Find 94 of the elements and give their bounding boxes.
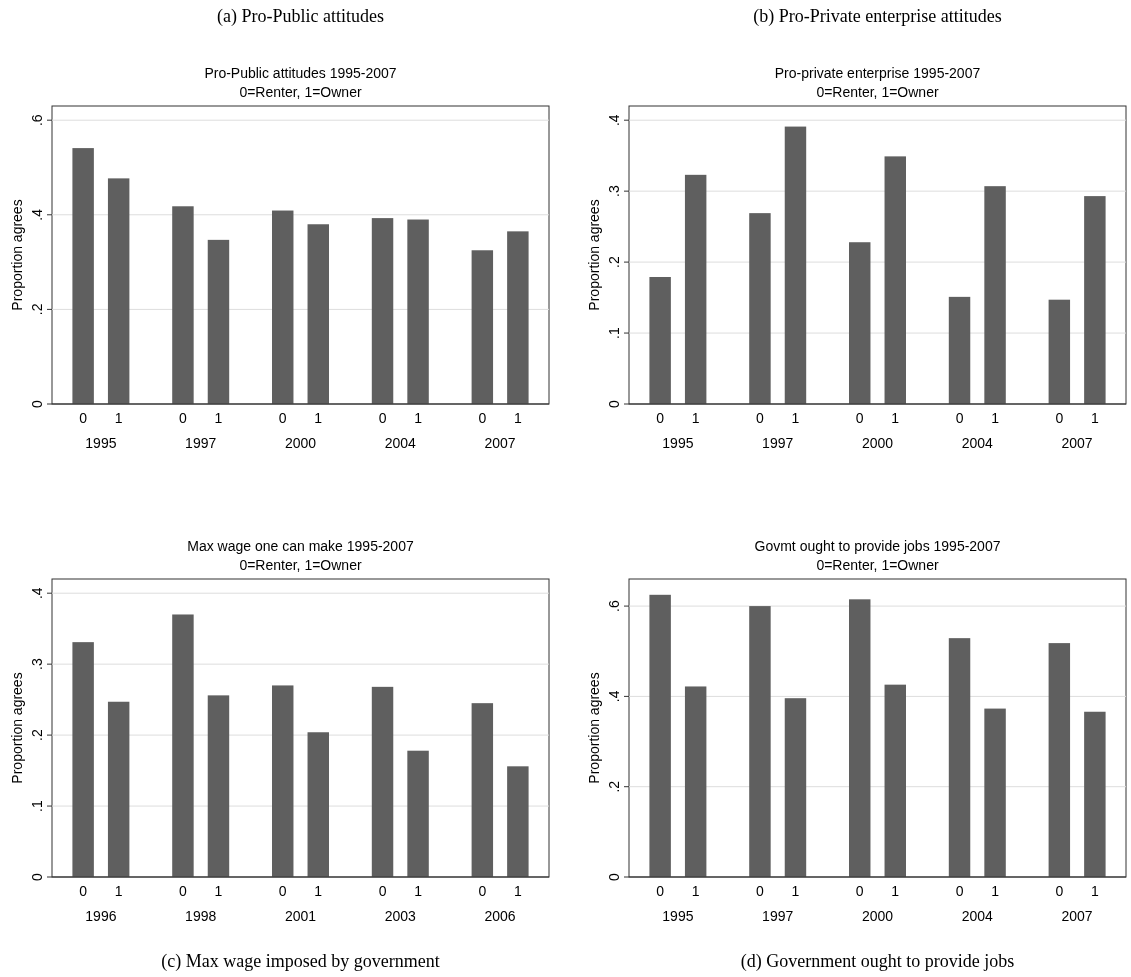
x-tick-label: 1	[691, 883, 700, 899]
text: 2001	[284, 908, 317, 924]
x-tick-label: 0	[79, 883, 88, 899]
text: 1995	[662, 908, 694, 924]
text: (c) Max wage imposed by government	[161, 951, 440, 972]
y-axis-title: Proportion agrees	[586, 672, 602, 784]
x-tick-label: 0	[278, 410, 287, 426]
text: 2006	[484, 908, 516, 924]
x-tick-label: 0	[756, 410, 765, 426]
y-tick-label: .1	[606, 327, 622, 339]
x-tick-label: 1	[114, 883, 123, 899]
text: 2004	[961, 435, 994, 451]
y-tick-label: .4	[29, 587, 45, 600]
text: 1997	[762, 908, 794, 924]
x-tick-label: 0	[855, 883, 864, 899]
text: 2004	[961, 908, 994, 924]
text: 2007	[1061, 908, 1093, 924]
x-tick-label: 0	[656, 883, 665, 899]
x-tick-label: 1	[891, 883, 900, 899]
x-tick-label: 1	[114, 410, 123, 426]
y-tick-label: .2	[606, 780, 622, 793]
chart-title: Govmt ought to provide jobs 1995-2007	[754, 538, 1001, 554]
chart-subtitle: 0=Renter, 1=Owner	[239, 557, 362, 573]
text: 2007	[1061, 435, 1093, 451]
x-tick-label: 1	[1090, 883, 1099, 899]
y-tick-label: .1	[29, 800, 45, 812]
text: (d) Government ought to provide jobs	[740, 951, 1015, 972]
chart-title: Pro-Public attitudes 1995-2007	[204, 65, 397, 81]
x-tick-label: 1	[214, 883, 223, 899]
x-tick-label: 0	[179, 883, 188, 899]
x-tick-label: 1	[214, 410, 223, 426]
y-tick-label: 0	[606, 872, 622, 881]
x-tick-label: 1	[414, 410, 423, 426]
x-tick-label: 0	[855, 410, 864, 426]
y-tick-label: .4	[606, 114, 622, 127]
text: 1997	[762, 435, 794, 451]
x-tick-label: 0	[1055, 883, 1064, 899]
text: 2004	[384, 435, 417, 451]
x-tick-label: 1	[691, 410, 700, 426]
x-tick-label: 1	[791, 410, 800, 426]
text: (a) Pro-Public attitudes	[217, 6, 384, 27]
y-axis-title: Proportion agrees	[586, 199, 602, 311]
x-tick-label: 0	[955, 410, 964, 426]
chart-title: Max wage one can make 1995-2007	[187, 538, 414, 554]
text: 1995	[85, 435, 117, 451]
x-tick-label: 1	[991, 410, 1000, 426]
text: 1995	[662, 435, 694, 451]
text: 2000	[861, 435, 894, 451]
text: 2003	[384, 908, 417, 924]
x-tick-label: 1	[513, 410, 522, 426]
y-tick-label: .3	[606, 185, 622, 197]
x-tick-label: 0	[478, 410, 487, 426]
text: (b) Pro-Private enterprise attitudes	[753, 6, 1002, 27]
x-tick-label: 0	[278, 883, 287, 899]
text: 1998	[185, 908, 217, 924]
text: 2000	[284, 435, 317, 451]
y-tick-label: 0	[29, 872, 45, 881]
x-tick-label: 1	[314, 883, 323, 899]
chart-title: Pro-private enterprise 1995-2007	[774, 65, 981, 81]
x-tick-label: 0	[955, 883, 964, 899]
y-tick-label: .6	[29, 114, 45, 127]
y-tick-label: .2	[29, 729, 45, 741]
x-tick-label: 0	[378, 883, 387, 899]
x-tick-label: 0	[378, 410, 387, 426]
x-tick-label: 0	[79, 410, 88, 426]
text: 2007	[484, 435, 516, 451]
y-axis-title: Proportion agrees	[9, 199, 25, 311]
chart-subtitle: 0=Renter, 1=Owner	[239, 84, 362, 100]
y-tick-label: 0	[29, 399, 45, 408]
y-tick-label: .4	[29, 208, 45, 221]
chart-subtitle: 0=Renter, 1=Owner	[816, 557, 939, 573]
x-tick-label: 1	[991, 883, 1000, 899]
x-tick-label: 0	[656, 410, 665, 426]
y-tick-label: .4	[606, 690, 622, 703]
y-axis-title: Proportion agrees	[9, 672, 25, 784]
x-tick-label: 1	[314, 410, 323, 426]
y-tick-label: .6	[606, 600, 622, 612]
text: 1996	[85, 908, 117, 924]
chart-subtitle: 0=Renter, 1=Owner	[816, 84, 939, 100]
x-tick-label: 0	[756, 883, 765, 899]
text: 1997	[185, 435, 217, 451]
y-tick-label: .3	[29, 658, 45, 670]
y-tick-label: .2	[29, 303, 45, 316]
x-tick-label: 1	[891, 410, 900, 426]
x-tick-label: 0	[478, 883, 487, 899]
x-tick-label: 0	[1055, 410, 1064, 426]
x-tick-label: 1	[414, 883, 423, 899]
text: 2000	[861, 908, 894, 924]
y-tick-label: .2	[606, 256, 622, 268]
x-tick-label: 1	[791, 883, 800, 899]
y-tick-label: 0	[606, 399, 622, 408]
x-tick-label: 0	[179, 410, 188, 426]
x-tick-label: 1	[513, 883, 522, 899]
x-tick-label: 1	[1090, 410, 1099, 426]
